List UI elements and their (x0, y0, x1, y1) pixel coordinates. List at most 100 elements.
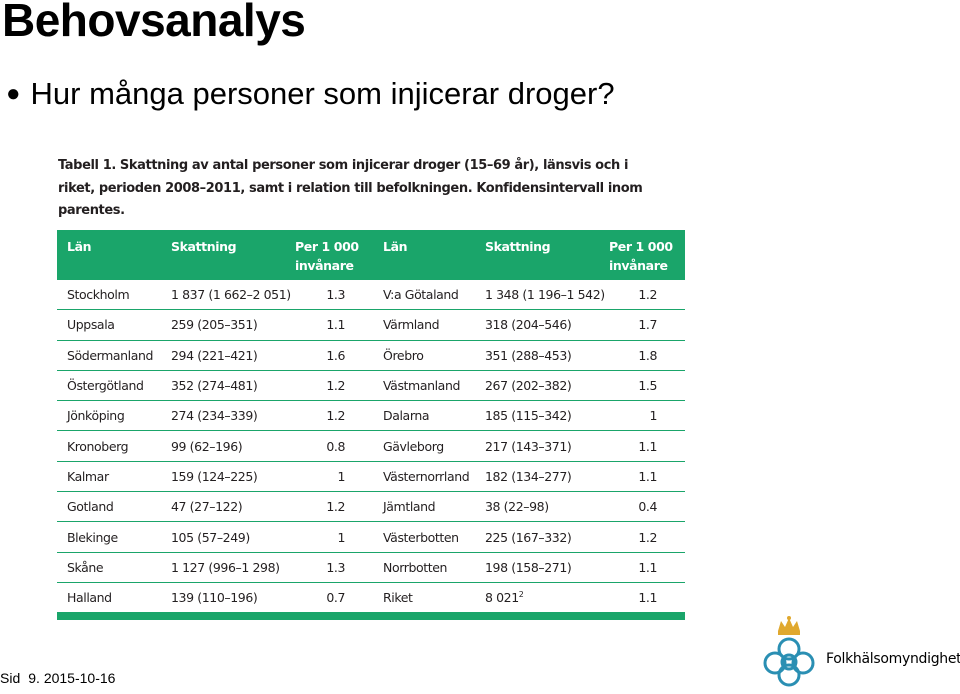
cell-lan: Kalmar (57, 461, 171, 493)
cell-lan: Stockholm (57, 280, 171, 311)
cell-per-1000: 1.3 (295, 280, 373, 311)
cell-skattning: 267 (202–382) (485, 370, 609, 402)
cell-skattning: 38 (22–98) (485, 491, 609, 523)
cell-skattning: 105 (57–249) (171, 521, 295, 553)
crown-knot-emblem-icon (763, 616, 815, 687)
cell-lan: Gotland (57, 491, 171, 523)
cell-per-1000: 1.2 (295, 400, 373, 432)
table-row: Kronoberg 99 (62–196) 0.8 Gävleborg 217 (143… (57, 430, 685, 462)
header-skattning: Skattning (171, 239, 237, 254)
table-body: Stockholm 1 837 (1 662–2 051) 1.3 V:a Götal… (57, 280, 685, 621)
cell-skattning: 1 837 (1 662–2 051) (171, 280, 295, 311)
cell-lan: Gävleborg (373, 430, 485, 462)
cell-lan: Västernorrland (373, 461, 485, 493)
footer-sid-label: Sid (0, 670, 21, 686)
cell-lan: Värmland (373, 309, 485, 341)
cell-skattning: 159 (124–225) (171, 461, 295, 493)
cell-lan: Västerbotten (373, 521, 485, 553)
cell-per-1000: 1.8 (609, 340, 685, 371)
cell-skattning: 8 0212 (485, 582, 609, 621)
cell-per-1000: 1.7 (609, 309, 685, 341)
cell-lan: V:a Götaland (373, 280, 485, 311)
cell-skattning: 47 (27–122) (171, 491, 295, 523)
caption-label: Tabell 1. (58, 158, 116, 173)
cell-lan: Södermanland (57, 340, 171, 371)
cell-skattning: 259 (205–351) (171, 309, 295, 341)
cell-lan: Skåne (57, 552, 171, 583)
table-row: Jönköping 274 (234–339) 1.2 Dalarna 185 (115… (57, 400, 685, 432)
cell-per-1000: 1.1 (609, 461, 685, 493)
cell-lan: Jönköping (57, 400, 171, 432)
cell-skattning: 182 (134–277) (485, 461, 609, 493)
cell-per-1000: 1.3 (295, 552, 373, 583)
cell-per-1000: 1.2 (295, 370, 373, 402)
cell-lan: Halland (57, 582, 171, 621)
table-row: Södermanland 294 (221–421) 1.6 Örebro 351 (2… (57, 340, 685, 371)
cell-per-1000: 1.5 (609, 370, 685, 402)
cell-skattning: 318 (204–546) (485, 309, 609, 341)
header-skattning: Skattning (485, 239, 551, 254)
cell-per-1000: 1.2 (295, 491, 373, 523)
cell-lan: Dalarna (373, 400, 485, 432)
table-row: Kalmar 159 (124–225) 1 Västernorrland 182 (1… (57, 461, 685, 493)
header-lan: Län (383, 239, 408, 254)
cell-skattning: 198 (158–271) (485, 552, 609, 583)
cell-lan: Norrbotten (373, 552, 485, 583)
table-row: Stockholm 1 837 (1 662–2 051) 1.3 V:a Götal… (57, 280, 685, 311)
table-row: Uppsala 259 (205–351) 1.1 Värmland 318 (204–… (57, 309, 685, 341)
footnote-marker: 2 (518, 590, 524, 600)
cell-lan: Örebro (373, 340, 485, 371)
cell-per-1000: 1.1 (609, 552, 685, 583)
cell-skattning: 225 (167–332) (485, 521, 609, 553)
folkhalsomyndigheten-logo: Folkhälsomyndigheten (756, 615, 960, 689)
bullet-dot-icon: ● (6, 80, 21, 107)
cell-skattning: 99 (62–196) (171, 430, 295, 462)
table-row: Östergötland 352 (274–481) 1.2 Västmanland 2… (57, 370, 685, 402)
cell-skattning: 351 (288–453) (485, 340, 609, 371)
table-header-row: Län Skattning Per 1 000 invånare Län Ska… (57, 230, 685, 280)
table-row: Blekinge 105 (57–249) 1 Västerbotten 225 (16… (57, 521, 685, 553)
cell-per-1000: 1 (295, 521, 373, 553)
table-caption: Tabell 1. Skattning av antal personer som… (58, 155, 658, 223)
cell-skattning: 294 (221–421) (171, 340, 295, 371)
table-row: Skåne 1 127 (996–1 298) 1.3 Norrbotten 198 (… (57, 552, 685, 583)
footer-page-number: 9 (28, 670, 37, 686)
cell-per-1000: 1 (295, 461, 373, 493)
footer: Sid 9. 2015-10-16 (0, 670, 116, 686)
cell-per-1000: 1 (609, 400, 685, 432)
cell-lan: Östergötland (57, 370, 171, 402)
cell-per-1000: 1.6 (295, 340, 373, 371)
cell-skattning: 1 127 (996–1 298) (171, 552, 295, 583)
cell-skattning: 1 348 (1 196–1 542) (485, 280, 609, 311)
header-lan: Län (67, 239, 92, 254)
cell-skattning: 185 (115–342) (485, 400, 609, 432)
bullet-text: Hur många personer som injicerar droger? (30, 76, 615, 111)
cell-lan: Västmanland (373, 370, 485, 402)
cell-lan: Blekinge (57, 521, 171, 553)
footer-date: 2015-10-16 (43, 670, 116, 686)
logo-wordmark: Folkhälsomyndigheten (826, 651, 960, 667)
cell-per-1000: 0.7 (295, 582, 373, 621)
cell-skattning: 274 (234–339) (171, 400, 295, 432)
header-per-1000: Per 1 000 invånare (295, 239, 359, 273)
table-row: Gotland 47 (27–122) 1.2 Jämtland 38 (22–98) 0… (57, 491, 685, 523)
cell-per-1000: 1.1 (295, 309, 373, 341)
county-estimate-table: Län Skattning Per 1 000 invånare Län Ska… (57, 230, 685, 621)
cell-per-1000: 1.1 (609, 582, 685, 621)
cell-skattning: 217 (143–371) (485, 430, 609, 462)
slide-title: Behovsanalys (2, 0, 306, 46)
cell-lan: Kronoberg (57, 430, 171, 462)
cell-skattning: 352 (274–481) (171, 370, 295, 402)
cell-per-1000: 1.2 (609, 280, 685, 311)
cell-per-1000: 0.4 (609, 491, 685, 523)
bullet-item: ● Hur många personer som injicerar droge… (6, 74, 615, 114)
header-per-1000: Per 1 000 invånare (609, 239, 673, 273)
cell-lan: Jämtland (373, 491, 485, 523)
cell-lan: Riket (373, 582, 485, 621)
cell-per-1000: 1.2 (609, 521, 685, 553)
cell-lan: Uppsala (57, 309, 171, 341)
cell-skattning: 139 (110–196) (171, 582, 295, 621)
caption-text: Skattning av antal personer som injicera… (58, 158, 643, 218)
cell-per-1000: 1.1 (609, 430, 685, 462)
table-row: Halland 139 (110–196) 0.7 Riket 8 0212 1.1 (57, 582, 685, 621)
